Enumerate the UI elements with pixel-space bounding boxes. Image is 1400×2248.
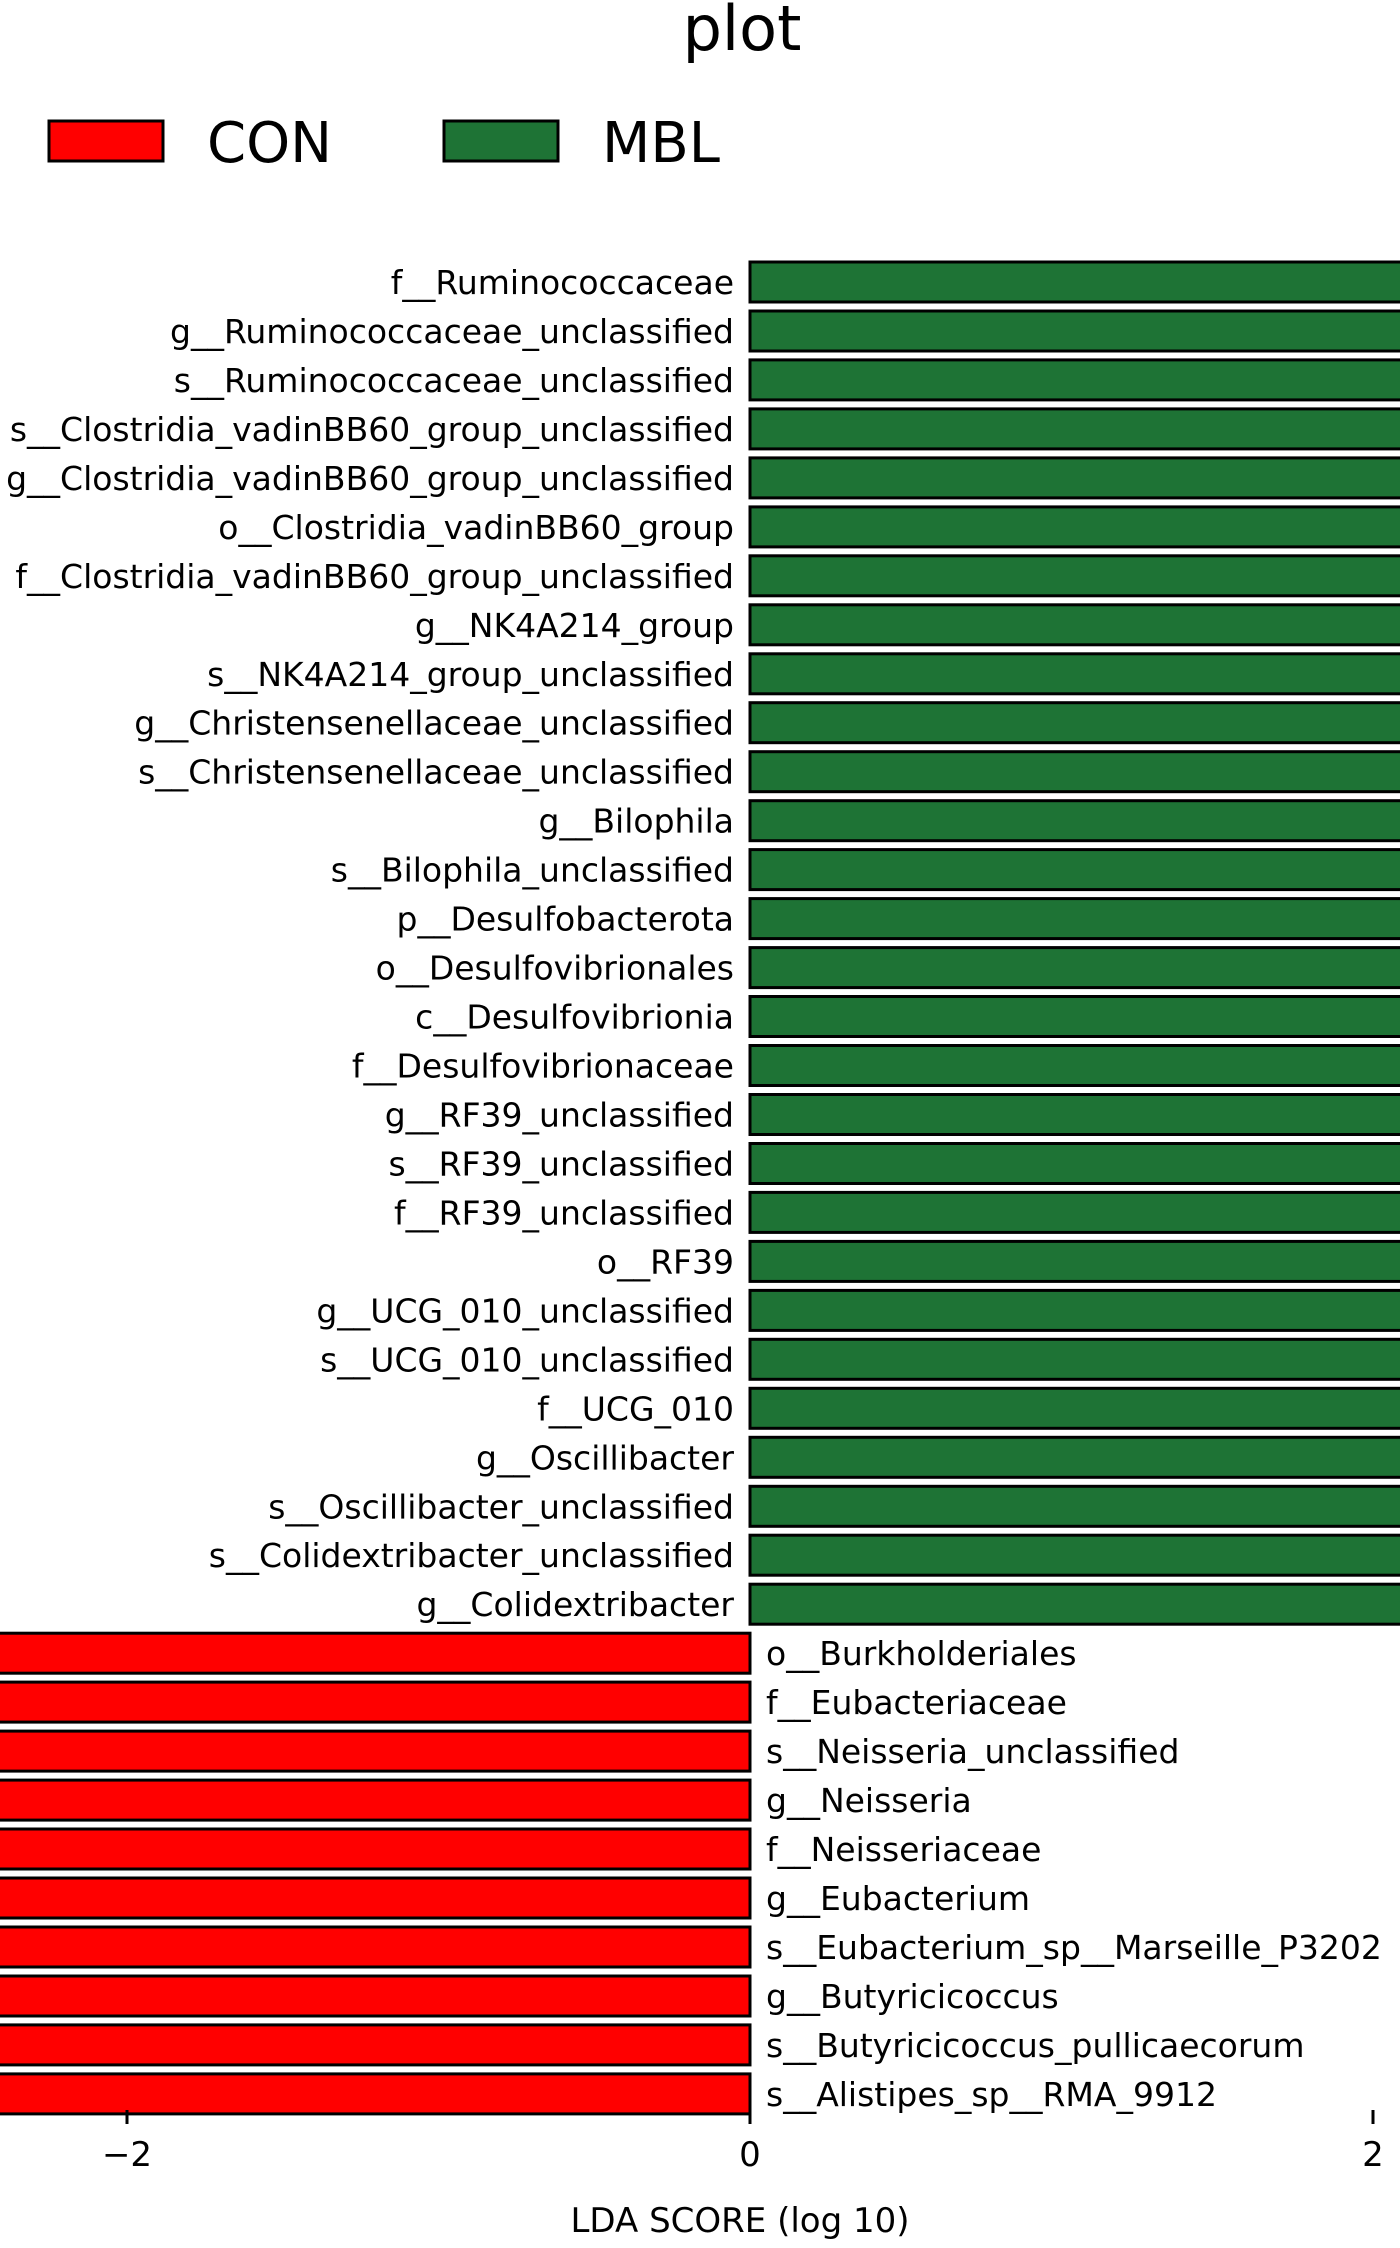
bar-p-desulfobacterota	[748, 897, 1400, 941]
category-label-g-butyricicoccus: g__Butyricicoccus	[766, 1977, 1059, 2016]
category-label-g-eubacterium: g__Eubacterium	[766, 1879, 1030, 1918]
bar-o-rf39	[748, 1239, 1400, 1283]
bar-s-butyricicoccus-pullicaecorum	[0, 2023, 752, 2067]
category-label-g-bilophila: g__Bilophila	[538, 802, 734, 841]
category-label-s-ruminococcaceae-unclassified: s__Ruminococcaceae_unclassified	[174, 361, 734, 400]
category-label-s-clostridia-vadinbb60-group-unclassified: s__Clostridia_vadinBB60_group_unclassifi…	[10, 410, 734, 449]
x-axis: −4−2024	[102, 2110, 1384, 2175]
category-label-s-alistipes-sp-rma-9912: s__Alistipes_sp__RMA_9912	[766, 2075, 1217, 2114]
category-label-f-ucg-010: f__UCG_010	[537, 1389, 734, 1428]
category-labels: f__Ruminococcaceae g__Ruminococcaceae_unc…	[6, 263, 1382, 2114]
category-label-g-clostridia-vadinbb60-group-unclassified: g__Clostridia_vadinBB60_group_unclassifi…	[6, 459, 734, 498]
bar-g-neisseria	[0, 1778, 752, 1822]
bar-s-rf39-unclassified	[748, 1142, 1400, 1185]
category-label-o-rf39: o__RF39	[597, 1242, 734, 1281]
bar-g-nk4a214-group	[748, 603, 1400, 647]
bar-g-bilophila	[748, 799, 1400, 843]
bar-f-ucg-010	[748, 1386, 1400, 1430]
bars-group	[0, 260, 1400, 2116]
category-label-s-bilophila-unclassified: s__Bilophila_unclassified	[331, 851, 734, 890]
bar-f-clostridia-vadinbb60-group-unclassified	[748, 554, 1400, 598]
category-label-s-eubacterium-sp-marseille-p3202: s__Eubacterium_sp__Marseille_P3202	[766, 1928, 1382, 1967]
bar-g-christensenellaceae-unclassified	[748, 701, 1400, 745]
bar-g-ruminococcaceae-unclassified	[748, 309, 1400, 353]
bar-s-ucg-010-unclassified	[748, 1337, 1400, 1381]
bar-f-desulfovibrionaceae	[748, 1044, 1400, 1087]
bar-s-colidextribacter-unclassified	[748, 1533, 1400, 1577]
bar-g-rf39-unclassified	[748, 1093, 1400, 1136]
category-label-g-christensenellaceae-unclassified: g__Christensenellaceae_unclassified	[134, 704, 734, 743]
category-label-g-rf39-unclassified: g__RF39_unclassified	[385, 1096, 734, 1135]
x-tick-label: −2	[102, 2135, 152, 2175]
bar-f-ruminococcaceae	[748, 260, 1400, 304]
category-label-f-desulfovibrionaceae: f__Desulfovibrionaceae	[352, 1047, 734, 1086]
bar-s-ruminococcaceae-unclassified	[748, 358, 1400, 402]
category-label-s-nk4a214-group-unclassified: s__NK4A214_group_unclassified	[207, 655, 734, 694]
category-label-p-desulfobacterota: p__Desulfobacterota	[397, 900, 735, 939]
category-label-f-neisseriaceae: f__Neisseriaceae	[766, 1830, 1041, 1869]
bar-c-desulfovibrionia	[748, 995, 1400, 1038]
bar-f-eubacteriaceae	[0, 1680, 752, 1724]
category-label-f-eubacteriaceae: f__Eubacteriaceae	[766, 1683, 1067, 1722]
category-label-s-butyricicoccus-pullicaecorum: s__Butyricicoccus_pullicaecorum	[766, 2026, 1305, 2065]
bar-s-oscillibacter-unclassified	[748, 1484, 1400, 1528]
category-label-g-ruminococcaceae-unclassified: g__Ruminococcaceae_unclassified	[170, 312, 734, 351]
category-label-g-neisseria: g__Neisseria	[766, 1781, 972, 1820]
bar-o-clostridia-vadinbb60-group	[748, 505, 1400, 549]
bar-s-christensenellaceae-unclassified	[748, 750, 1400, 794]
category-label-g-nk4a214-group: g__NK4A214_group	[415, 606, 734, 645]
category-label-s-christensenellaceae-unclassified: s__Christensenellaceae_unclassified	[138, 753, 734, 792]
bar-g-oscillibacter	[748, 1435, 1400, 1479]
x-tick-label: 2	[1362, 2135, 1384, 2175]
category-label-s-ucg-010-unclassified: s__UCG_010_unclassified	[320, 1340, 734, 1379]
legend-swatch-mbl	[442, 119, 560, 163]
legend-swatch-con	[47, 119, 165, 163]
bar-s-eubacterium-sp-marseille-p3202	[0, 1925, 752, 1969]
category-label-o-desulfovibrionales: o__Desulfovibrionales	[376, 949, 734, 988]
bar-o-desulfovibrionales	[748, 946, 1400, 990]
category-label-o-clostridia-vadinbb60-group: o__Clostridia_vadinBB60_group	[218, 508, 734, 547]
bar-g-butyricicoccus	[0, 1974, 752, 2018]
bar-o-burkholderiales	[0, 1631, 752, 1675]
category-label-f-clostridia-vadinbb60-group-unclassified: f__Clostridia_vadinBB60_group_unclassifi…	[15, 557, 734, 596]
bar-s-neisseria-unclassified	[0, 1729, 752, 1773]
legend: CON MBL	[47, 111, 720, 176]
category-label-g-ucg-010-unclassified: g__UCG_010_unclassified	[316, 1291, 734, 1330]
bar-g-colidextribacter	[748, 1582, 1400, 1626]
bar-f-neisseriaceae	[0, 1827, 752, 1871]
bar-g-ucg-010-unclassified	[748, 1288, 1400, 1332]
category-label-g-oscillibacter: g__Oscillibacter	[476, 1438, 734, 1477]
bar-s-clostridia-vadinbb60-group-unclassified	[748, 407, 1400, 451]
category-label-f-ruminococcaceae: f__Ruminococcaceae	[391, 263, 734, 302]
category-label-g-colidextribacter: g__Colidextribacter	[416, 1585, 734, 1624]
legend-label-mbl: MBL	[602, 111, 720, 176]
category-label-s-rf39-unclassified: s__RF39_unclassified	[388, 1145, 734, 1184]
x-tick-label: 0	[739, 2135, 761, 2175]
bar-g-clostridia-vadinbb60-group-unclassified	[748, 456, 1400, 500]
category-label-s-oscillibacter-unclassified: s__Oscillibacter_unclassified	[268, 1487, 734, 1526]
x-axis-label: LDA SCORE (log 10)	[570, 2201, 909, 2241]
category-label-o-burkholderiales: o__Burkholderiales	[766, 1634, 1077, 1673]
bar-s-nk4a214-group-unclassified	[748, 652, 1400, 696]
category-label-s-neisseria-unclassified: s__Neisseria_unclassified	[766, 1732, 1179, 1771]
bar-s-bilophila-unclassified	[748, 848, 1400, 892]
category-label-c-desulfovibrionia: c__Desulfovibrionia	[415, 998, 734, 1037]
category-label-f-rf39-unclassified: f__RF39_unclassified	[394, 1193, 734, 1232]
chart-title: plot	[683, 0, 802, 65]
bar-g-eubacterium	[0, 1876, 752, 1920]
legend-label-con: CON	[207, 111, 332, 176]
category-label-s-colidextribacter-unclassified: s__Colidextribacter_unclassified	[209, 1536, 734, 1575]
bar-f-rf39-unclassified	[748, 1190, 1400, 1234]
bar-s-alistipes-sp-rma-9912	[0, 2072, 752, 2116]
